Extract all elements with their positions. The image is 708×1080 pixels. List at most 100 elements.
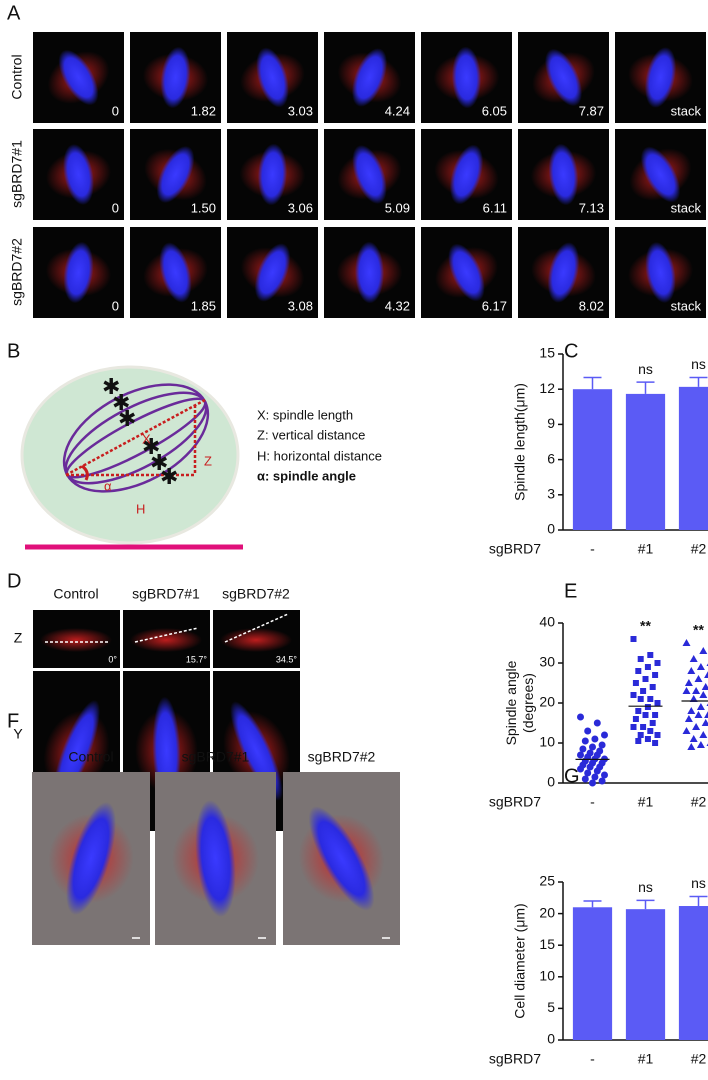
svg-text:✱: ✱ (142, 434, 160, 459)
point (694, 711, 703, 718)
y-tick-label: 20 (539, 904, 555, 920)
micrograph (324, 32, 415, 123)
micrograph (421, 129, 512, 220)
bar (625, 393, 666, 530)
chromosomes (354, 241, 385, 304)
time-label: 8.02 (579, 298, 604, 313)
point (640, 724, 647, 730)
point (687, 667, 696, 674)
time-label: 3.03 (288, 103, 313, 118)
panel-label: E (564, 580, 577, 602)
chromosomes (257, 143, 288, 206)
point (632, 716, 639, 722)
point (689, 735, 698, 742)
svg-text:✱: ✱ (150, 450, 168, 475)
point (642, 712, 649, 718)
point (682, 687, 691, 694)
y-tick-label: 20 (539, 694, 555, 710)
micrograph (33, 32, 124, 123)
x-tick-label: #1 (638, 541, 654, 557)
point (652, 712, 659, 718)
chromosomes (547, 242, 580, 303)
point (630, 724, 637, 730)
y-tick-label: 15 (539, 345, 555, 361)
chromosomes (156, 145, 195, 204)
micrograph (130, 129, 221, 220)
diagram-label: X (142, 431, 151, 446)
point (649, 684, 656, 690)
micrograph (130, 227, 221, 318)
x-tick-label: - (590, 1051, 595, 1067)
y-tick-label: 0 (547, 521, 555, 537)
y-tick-label: 6 (547, 450, 555, 466)
point (647, 652, 654, 658)
y-tick-label: 0 (547, 1031, 555, 1047)
time-label: 5.09 (385, 200, 410, 215)
micrograph (227, 129, 318, 220)
point (647, 728, 654, 734)
time-label: 0 (112, 103, 119, 118)
point (598, 777, 606, 785)
micrograph (32, 772, 150, 945)
point (684, 715, 693, 722)
panel-label: D (7, 570, 21, 592)
chromosomes (548, 143, 579, 206)
point (591, 773, 599, 781)
chromosomes (451, 46, 482, 109)
column-label: Control (53, 586, 98, 602)
micrograph (421, 32, 512, 123)
point (654, 732, 661, 738)
chromosomes (308, 806, 375, 911)
significance: ns (638, 361, 653, 377)
z-axis-line (224, 613, 289, 643)
chromosomes (544, 48, 583, 107)
point (692, 687, 701, 694)
significance: ns (691, 875, 706, 891)
angle-label: 15.7° (186, 654, 208, 664)
point (701, 719, 708, 726)
micrograph (324, 227, 415, 318)
point (654, 660, 661, 666)
x-axis-label: sgBRD7 (489, 1051, 541, 1067)
micrograph (227, 227, 318, 318)
point (701, 683, 708, 690)
time-label: 0 (112, 200, 119, 215)
point (649, 720, 656, 726)
column-label: sgBRD7#2 (308, 749, 376, 765)
significance: ** (693, 622, 704, 638)
panel-label: B (7, 340, 20, 362)
chromosomes (256, 47, 289, 108)
y-tick-label: 12 (539, 380, 555, 396)
panel-label: C (564, 340, 578, 362)
chromosomes (254, 243, 291, 302)
chromosomes (63, 144, 94, 205)
time-label: stack (671, 298, 702, 313)
legend-text: Z: vertical distance (257, 427, 365, 442)
angle-label: 0° (108, 654, 117, 664)
point (644, 704, 651, 710)
x-tick-label: #2 (691, 541, 707, 557)
diagram-label: Z (204, 453, 212, 468)
point (684, 679, 693, 686)
micrograph (615, 129, 706, 220)
chromosomes (448, 243, 485, 302)
point (647, 696, 654, 702)
diagram-label: α (104, 478, 112, 493)
micrograph (155, 772, 276, 945)
point (589, 779, 596, 787)
x-tick-label: #2 (691, 1051, 707, 1067)
x-axis-label: sgBRD7 (489, 541, 541, 557)
chromosomes (449, 144, 484, 205)
chromosomes (160, 46, 191, 109)
time-label: 3.08 (288, 298, 313, 313)
micrograph (518, 227, 609, 318)
point (589, 743, 596, 751)
y-tick-label: 5 (547, 999, 555, 1015)
bar (572, 907, 613, 1040)
point (644, 664, 651, 670)
y-tick-label: 15 (539, 936, 555, 952)
significance: ** (640, 618, 651, 634)
panel-label: G (564, 765, 580, 787)
point (699, 691, 708, 698)
